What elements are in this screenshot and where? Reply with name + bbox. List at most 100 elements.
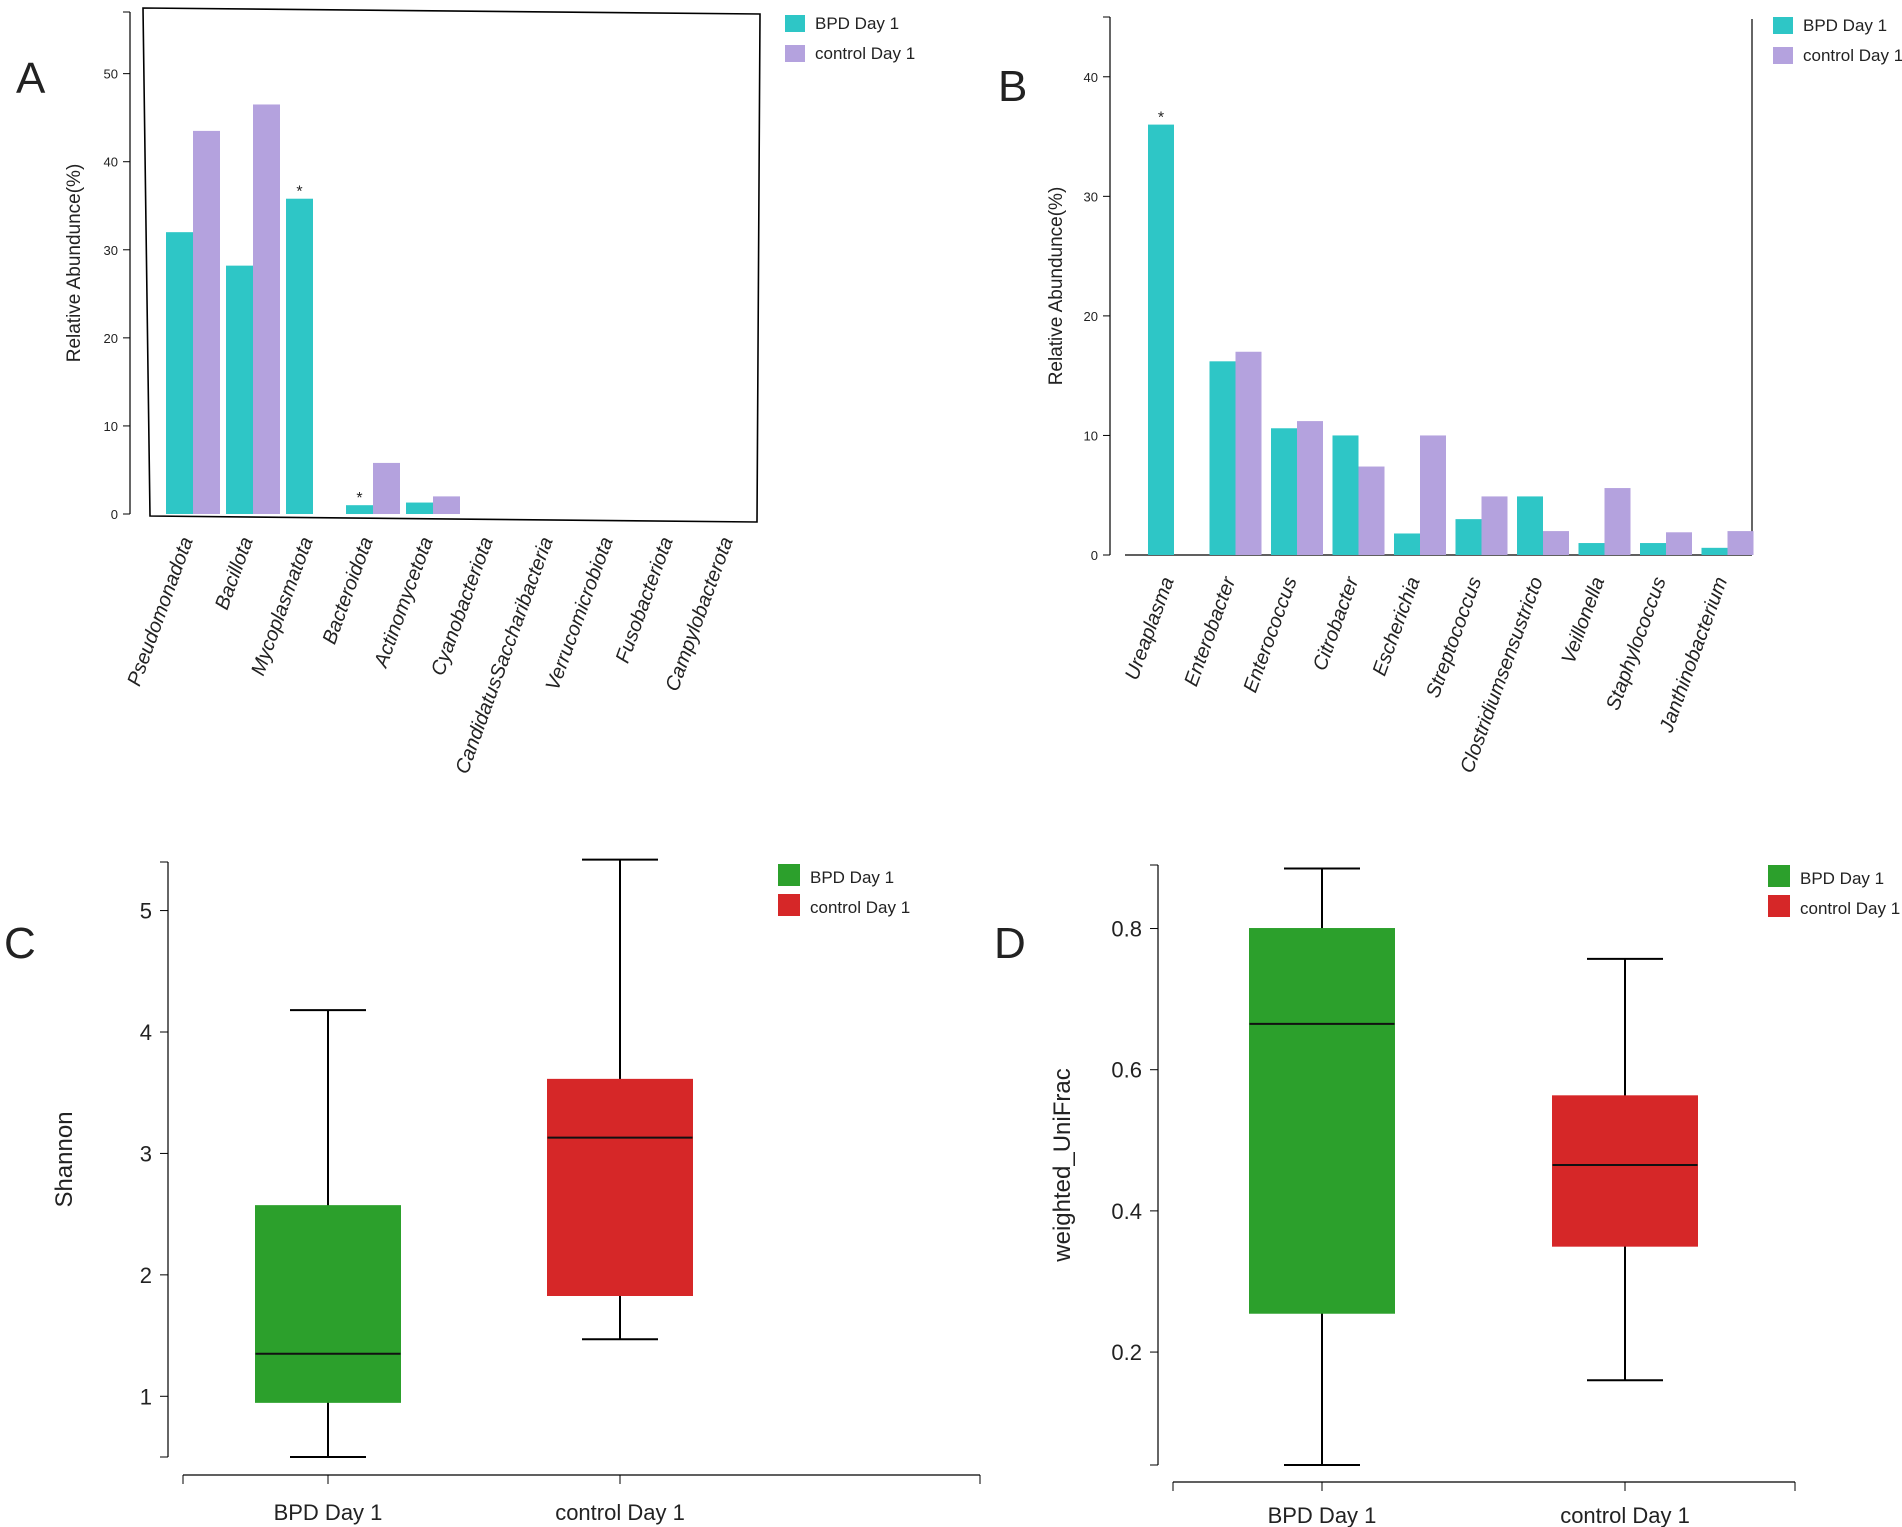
legend-label: BPD Day 1 <box>1800 869 1884 888</box>
y-tick-label: 40 <box>1084 70 1098 85</box>
bar <box>253 104 280 514</box>
x-tick-label: Escherichia <box>1369 574 1425 679</box>
legend-swatch <box>785 15 805 32</box>
bar <box>193 130 220 515</box>
x-tick-label: BPD Day 1 <box>1268 1503 1377 1527</box>
bar <box>406 502 433 514</box>
x-tick-label: control Day 1 <box>555 1500 685 1525</box>
x-tick-label: Citrobacter <box>1309 573 1364 674</box>
bar <box>1455 519 1482 555</box>
bar <box>166 232 193 514</box>
legend-label: control Day 1 <box>815 44 915 63</box>
bar <box>1235 351 1262 555</box>
y-tick-label: 0 <box>111 507 118 522</box>
panel-letter-d: D <box>994 919 1026 968</box>
y-tick-label: 2 <box>140 1263 152 1288</box>
bar <box>1727 531 1754 555</box>
chart-panel-c: 1 2 3 4 5 Shannon BPD Day 1 control Day 1 BPD Da… <box>51 858 981 1525</box>
y-tick-label: 50 <box>104 67 118 82</box>
significance-marker: * <box>356 490 362 507</box>
y-tick-label: 0.6 <box>1111 1058 1142 1083</box>
bar <box>373 462 400 514</box>
y-tick-label: 30 <box>104 243 118 258</box>
x-tick-label: Fusobacteriota <box>612 534 678 666</box>
bar <box>346 505 373 514</box>
x-tick-label: Mycoplasmatota <box>247 534 317 678</box>
y-tick-label: 0.8 <box>1111 917 1142 942</box>
x-tick-label: Campylobacterota <box>662 534 738 694</box>
bar <box>1666 532 1692 555</box>
y-axis-title: weighted_UniFrac <box>1049 1068 1076 1262</box>
y-tick-label: 30 <box>1084 189 1098 204</box>
bar <box>226 265 253 514</box>
box <box>1249 928 1395 1314</box>
x-tick-label: Staphylococcus <box>1602 574 1671 713</box>
x-tick-label: Cyanobacteriota <box>427 534 497 678</box>
x-tick-label: Bacillota <box>211 534 258 613</box>
legend-label: control Day 1 <box>1800 899 1900 918</box>
bar <box>1297 421 1323 555</box>
legend-label: BPD Day 1 <box>1803 16 1887 35</box>
box <box>547 1078 693 1297</box>
x-tick-label: Actinomycetota <box>370 534 438 671</box>
legend-label: BPD Day 1 <box>815 14 899 33</box>
chart-panel-a: 0 10 20 30 40 50 Relative Abundunce(%) Pseudomo… <box>64 7 915 777</box>
bar <box>1578 543 1605 555</box>
box <box>1552 1095 1698 1247</box>
y-tick-label: 0.2 <box>1111 1340 1142 1365</box>
bar <box>1271 428 1297 555</box>
panel-letter-a: A <box>16 54 46 103</box>
panel-letter-c: C <box>4 919 36 968</box>
chart-panel-d: 0.2 0.4 0.6 0.8 weighted_UniFrac BPD Day 1 con… <box>1049 864 1900 1527</box>
legend-label: control Day 1 <box>1803 46 1902 65</box>
y-tick-label: 5 <box>140 899 152 924</box>
bar <box>1332 435 1359 555</box>
bar <box>1640 543 1666 555</box>
legend-swatch <box>778 894 800 916</box>
x-tick-label: Enterococcus <box>1240 574 1302 695</box>
bar <box>1358 466 1385 555</box>
x-tick-label: Verrucomicrobiota <box>542 534 618 693</box>
bar <box>1420 435 1446 555</box>
x-tick-label: Bacteroidota <box>319 534 378 647</box>
bar <box>286 198 313 514</box>
x-tick-label: Ureaplasma <box>1121 574 1179 683</box>
x-tick-label: Veillonella <box>1558 574 1610 667</box>
bar <box>1701 547 1728 555</box>
y-tick-label: 0 <box>1091 548 1098 563</box>
bar <box>1394 533 1420 555</box>
plot-frame <box>142 7 761 523</box>
bar <box>1517 496 1543 555</box>
bar <box>1543 531 1569 555</box>
legend-swatch <box>1773 47 1793 64</box>
legend-label: BPD Day 1 <box>810 868 894 887</box>
y-tick-label: 20 <box>1084 309 1098 324</box>
y-axis-title: Relative Abundunce(%) <box>1046 187 1067 386</box>
bar <box>1148 124 1174 555</box>
y-tick-label: 10 <box>104 419 118 434</box>
x-tick-label: Pseudomonadota <box>123 534 197 689</box>
y-tick-label: 0.4 <box>1111 1199 1142 1224</box>
box <box>255 1205 401 1403</box>
legend-swatch <box>785 45 805 62</box>
bar <box>1209 361 1236 555</box>
significance-marker: * <box>1158 110 1164 127</box>
panel-letter-b: B <box>998 62 1027 111</box>
y-tick-label: 4 <box>140 1020 152 1045</box>
y-tick-label: 40 <box>104 155 118 170</box>
y-axis-title: Shannon <box>51 1111 78 1207</box>
y-tick-label: 20 <box>104 331 118 346</box>
bar <box>433 496 460 514</box>
legend-swatch <box>1768 895 1790 917</box>
x-tick-label: Streptococcus <box>1422 574 1486 701</box>
x-tick-label: Enterobacter <box>1180 573 1240 689</box>
bar <box>1604 488 1631 555</box>
chart-panel-b: 0 10 20 30 40 Relative Abundunce(%) Ureaplasma… <box>1046 16 1902 776</box>
legend-label: control Day 1 <box>810 898 910 917</box>
bar <box>1481 496 1508 555</box>
legend-swatch <box>1768 865 1790 887</box>
x-tick-label: BPD Day 1 <box>274 1500 383 1525</box>
y-tick-label: 10 <box>1084 428 1098 443</box>
legend-swatch <box>1773 17 1793 34</box>
